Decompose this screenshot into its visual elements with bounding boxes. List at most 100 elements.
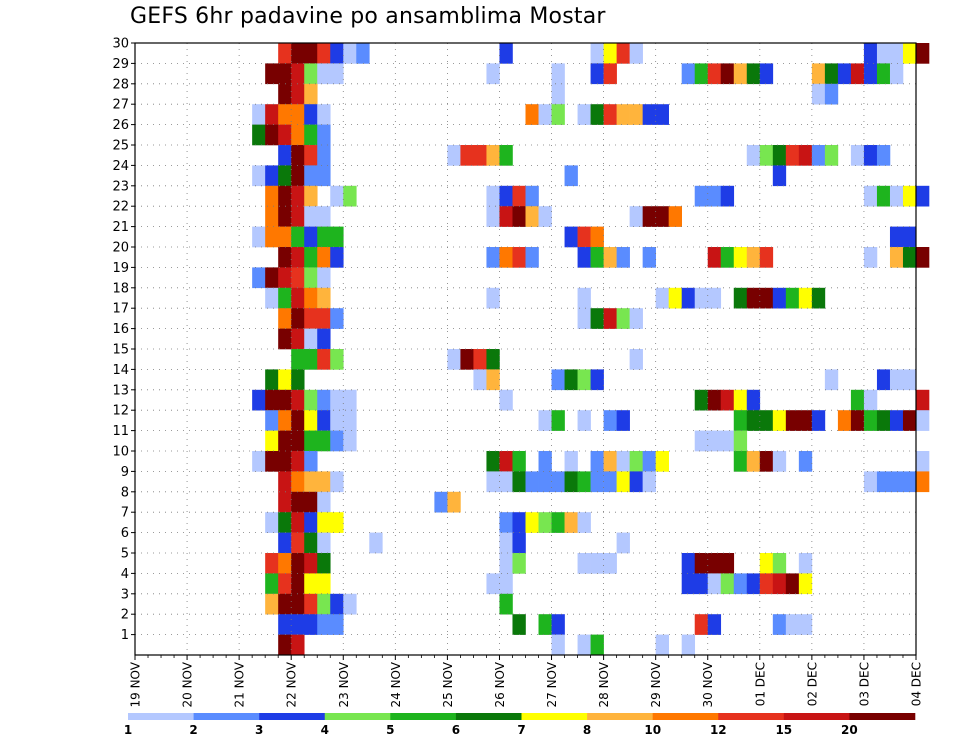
heatmap-cell bbox=[343, 185, 357, 207]
heatmap-cell bbox=[525, 247, 539, 268]
y-tick-label: 9 bbox=[121, 465, 129, 480]
heatmap-cell bbox=[278, 471, 292, 493]
heatmap-cell bbox=[902, 185, 917, 207]
heatmap-cell bbox=[916, 185, 930, 207]
x-tick-label: 02 DEC bbox=[805, 662, 819, 706]
heatmap-cell bbox=[577, 410, 591, 431]
heatmap-cell bbox=[720, 247, 735, 268]
heatmap-cell bbox=[304, 63, 318, 85]
heatmap-cell bbox=[499, 389, 513, 411]
heatmap-cell bbox=[876, 410, 891, 431]
heatmap-cell bbox=[681, 287, 696, 309]
heatmap-cell bbox=[577, 471, 591, 493]
heatmap-cell bbox=[603, 553, 617, 574]
heatmap-cell bbox=[278, 226, 292, 248]
heatmap-cell bbox=[538, 471, 552, 493]
heatmap-cell bbox=[577, 553, 591, 574]
heatmap-cell bbox=[876, 63, 891, 85]
heatmap-cell bbox=[330, 349, 344, 370]
heatmap-cell bbox=[317, 512, 331, 533]
heatmap-cell bbox=[265, 593, 279, 615]
heatmap-cell bbox=[317, 308, 331, 329]
heatmap-cell bbox=[304, 553, 318, 574]
heatmap-cell bbox=[759, 145, 774, 166]
heatmap-cell bbox=[278, 451, 292, 472]
heatmap-cell bbox=[876, 43, 891, 64]
heatmap-cell bbox=[603, 451, 617, 472]
heatmap-cell bbox=[733, 573, 748, 595]
heatmap-cell bbox=[291, 328, 305, 350]
heatmap-cell bbox=[447, 145, 461, 166]
legend-swatch bbox=[324, 713, 391, 720]
heatmap-cell bbox=[798, 553, 813, 574]
heatmap-cell bbox=[798, 145, 813, 166]
heatmap-cell bbox=[564, 369, 578, 391]
y-tick-label: 29 bbox=[112, 57, 129, 72]
heatmap-cell bbox=[772, 145, 787, 166]
heatmap-cell bbox=[642, 471, 656, 493]
heatmap-cell bbox=[291, 63, 305, 85]
y-tick-label: 19 bbox=[112, 261, 129, 276]
heatmap-cell bbox=[577, 226, 591, 248]
heatmap-cell bbox=[916, 389, 930, 411]
heatmap-cell bbox=[798, 410, 813, 431]
heatmap-cell bbox=[733, 63, 748, 85]
heatmap-cell bbox=[811, 410, 826, 431]
heatmap-cell bbox=[330, 308, 344, 329]
heatmap-cell bbox=[525, 206, 539, 227]
heatmap-cell bbox=[616, 247, 630, 268]
heatmap-cell bbox=[772, 165, 787, 187]
heatmap-cell bbox=[629, 308, 643, 329]
heatmap-cell bbox=[291, 532, 305, 554]
heatmap-cell bbox=[707, 287, 722, 309]
heatmap-cell bbox=[746, 145, 761, 166]
heatmap-cell bbox=[330, 226, 344, 248]
heatmap-cell bbox=[889, 185, 904, 207]
heatmap-cell bbox=[304, 573, 318, 595]
y-tick-label: 23 bbox=[112, 179, 129, 194]
heatmap-cell bbox=[291, 430, 305, 452]
heatmap-cell bbox=[291, 471, 305, 493]
heatmap-cell bbox=[447, 491, 461, 513]
heatmap-cell bbox=[304, 83, 318, 105]
heatmap-cell bbox=[720, 185, 735, 207]
heatmap-cell bbox=[317, 43, 331, 64]
y-tick-label: 26 bbox=[112, 118, 129, 133]
y-tick-label: 28 bbox=[112, 77, 129, 92]
heatmap-cell bbox=[252, 104, 266, 125]
heatmap-cell bbox=[317, 593, 331, 615]
heatmap-cell bbox=[733, 247, 748, 268]
heatmap-cell bbox=[330, 185, 344, 207]
heatmap-cell bbox=[278, 145, 292, 166]
heatmap-cell bbox=[707, 247, 722, 268]
heatmap-cell bbox=[304, 389, 318, 411]
heatmap-cell bbox=[746, 287, 761, 309]
legend-label: 12 bbox=[710, 723, 727, 737]
heatmap-cell bbox=[902, 410, 917, 431]
heatmap-cell bbox=[772, 410, 787, 431]
y-tick-label: 18 bbox=[112, 281, 129, 296]
heatmap-cell bbox=[694, 430, 709, 452]
y-tick-label: 12 bbox=[112, 404, 129, 419]
heatmap-cell bbox=[863, 471, 878, 493]
y-tick-label: 14 bbox=[112, 363, 129, 378]
legend-label: 2 bbox=[189, 723, 197, 737]
heatmap-cell bbox=[798, 451, 813, 472]
heatmap-cell bbox=[512, 247, 526, 268]
y-tick-label: 6 bbox=[121, 526, 129, 541]
legend-label: 3 bbox=[255, 723, 263, 737]
y-tick-label: 3 bbox=[121, 587, 129, 602]
heatmap-cell bbox=[694, 287, 709, 309]
heatmap-cell bbox=[798, 573, 813, 595]
heatmap-cell bbox=[655, 206, 669, 227]
heatmap-cell bbox=[291, 553, 305, 574]
heatmap-cell bbox=[590, 247, 604, 268]
heatmap-cell bbox=[538, 512, 552, 533]
heatmap-cell bbox=[304, 43, 318, 64]
heatmap-cell bbox=[291, 573, 305, 595]
heatmap-cell bbox=[486, 451, 500, 472]
heatmap-cell bbox=[291, 43, 305, 64]
heatmap-cell bbox=[707, 185, 722, 207]
heatmap-cell bbox=[629, 43, 643, 64]
heatmap-cell bbox=[265, 410, 279, 431]
